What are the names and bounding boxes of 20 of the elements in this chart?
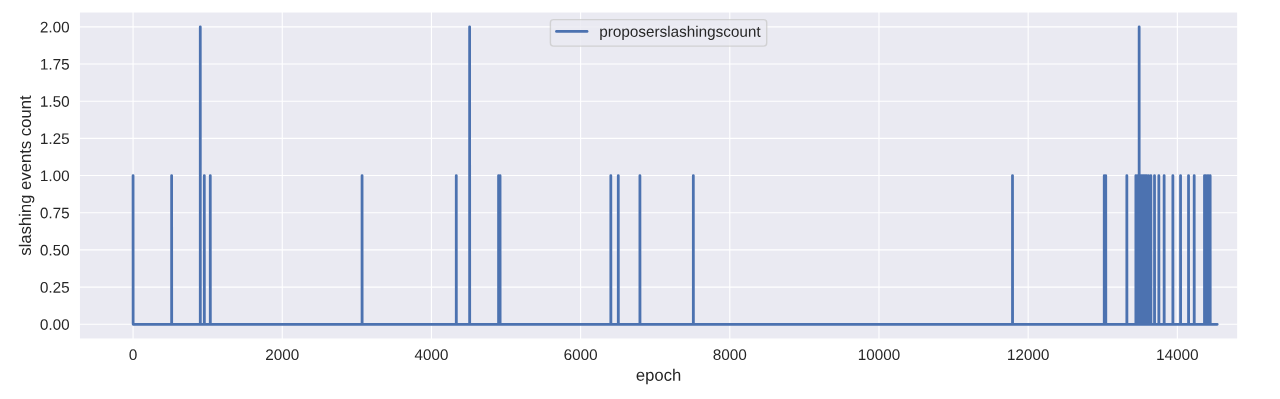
x-tick-label: 0 [129, 349, 137, 361]
y-tick-label: 1.50 [41, 96, 70, 107]
x-tick-label: 8000 [713, 349, 747, 361]
y-tick-label: 2.00 [40, 21, 70, 33]
y-tick-label: 1.25 [41, 133, 69, 145]
x-tick-label: 2000 [266, 349, 299, 361]
x-tick-label: 6000 [564, 349, 598, 361]
x-tick-label: 4000 [414, 349, 448, 361]
y-tick-label: 0.75 [40, 207, 69, 219]
y-tick-label: 1.75 [41, 59, 69, 70]
legend-label: proposerslashingscount [600, 25, 761, 40]
y-tick-label: 1.00 [41, 170, 70, 182]
x-tick-label: 14000 [1157, 349, 1198, 361]
y-tick-label: 0.50 [40, 244, 70, 256]
y-axis-title: slashing events count [18, 95, 35, 256]
y-tick-label: 0.25 [40, 281, 69, 293]
x-axis-title: epoch [636, 368, 681, 385]
y-tick-label: 0.00 [40, 319, 70, 330]
x-tick-label: 12000 [1008, 349, 1049, 361]
x-tick-label: 10000 [858, 349, 900, 361]
